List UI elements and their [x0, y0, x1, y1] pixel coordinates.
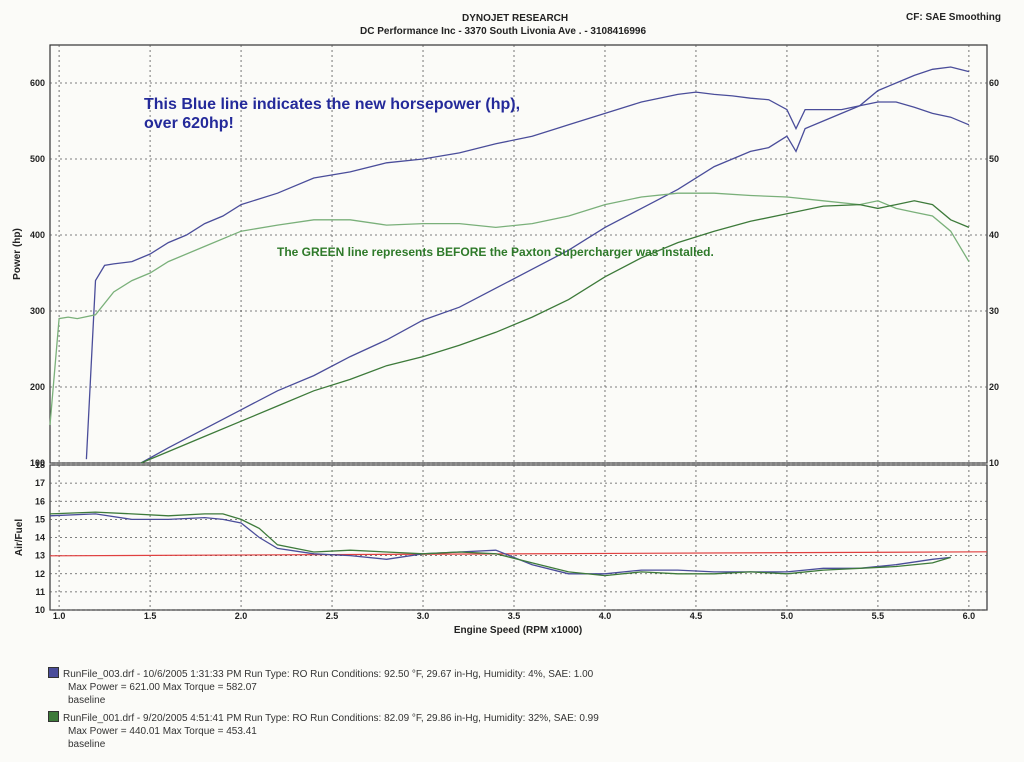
power-right-tick-label: 20	[989, 382, 999, 392]
afr-ytick-label: 18	[35, 460, 45, 470]
x-tick-label: 5.5	[872, 611, 885, 621]
afr-ytick-label: 15	[35, 514, 45, 524]
afr-ytick-label: 12	[35, 569, 45, 579]
power-ytick-label: 500	[30, 154, 45, 164]
blue-line-annotation-1: This Blue line indicates the new horsepo…	[144, 96, 521, 113]
power-ytick-label: 300	[30, 306, 45, 316]
power-ytick-label: 200	[30, 382, 45, 392]
report-subtitle: DC Performance Inc - 3370 South Livonia …	[360, 26, 647, 37]
power-series-blue-1	[140, 66, 970, 464]
legend-run-001-max: Max Power = 440.01 Max Torque = 453.41	[68, 726, 257, 737]
x-tick-label: 5.0	[781, 611, 794, 621]
legend-swatch-green	[48, 711, 59, 722]
power-ytick-label: 100	[30, 458, 45, 468]
afr-ytick-label: 11	[35, 587, 45, 597]
report-title: DYNOJET RESEARCH	[462, 13, 569, 24]
afr-y-axis-label: Air/Fuel	[14, 519, 25, 556]
blue-line-annotation-2: over 620hp!	[144, 115, 234, 132]
green-line-annotation: The GREEN line represents BEFORE the Pax…	[277, 245, 714, 259]
power-right-tick-label: 50	[989, 154, 999, 164]
power-right-tick-label: 60	[989, 78, 999, 88]
x-tick-label: 6.0	[963, 611, 976, 621]
x-tick-label: 3.5	[508, 611, 521, 621]
power-right-tick-label: 10	[989, 458, 999, 468]
x-tick-label: 4.5	[690, 611, 703, 621]
x-tick-label: 2.0	[235, 611, 248, 621]
x-axis-label: Engine Speed (RPM x1000)	[454, 625, 582, 636]
x-tick-label: 3.0	[417, 611, 430, 621]
power-series-green_light-2	[49, 192, 970, 426]
afr-ytick-label: 10	[35, 605, 45, 615]
afr-ytick-label: 14	[35, 533, 45, 543]
afr-ytick-label: 13	[35, 551, 45, 561]
afr-reference-line	[49, 551, 988, 557]
legend-run-003-max: Max Power = 621.00 Max Torque = 582.07	[68, 682, 257, 693]
legend-run-001: RunFile_001.drf - 9/20/2005 4:51:41 PM R…	[48, 711, 599, 751]
power-right-tick-label: 30	[989, 306, 999, 316]
legend-run-001-details: RunFile_001.drf - 9/20/2005 4:51:41 PM R…	[63, 713, 599, 724]
legend-run-003: RunFile_003.drf - 10/6/2005 1:31:33 PM R…	[48, 667, 593, 707]
legend-run-001-baseline: baseline	[68, 739, 106, 750]
power-series-green-3	[140, 200, 970, 464]
x-tick-label: 2.5	[326, 611, 339, 621]
legend-run-003-baseline: baseline	[68, 695, 106, 706]
power-right-tick-label: 40	[989, 230, 999, 240]
afr-ytick-label: 16	[35, 496, 45, 506]
legend-run-003-details: RunFile_003.drf - 10/6/2005 1:31:33 PM R…	[63, 669, 594, 680]
afr-series-blue-0	[49, 513, 951, 575]
x-tick-label: 4.0	[599, 611, 612, 621]
power-y-axis-label: Power (hp)	[12, 228, 23, 280]
legend-swatch-blue	[48, 667, 59, 678]
power-ytick-label: 600	[30, 78, 45, 88]
x-tick-label: 1.5	[144, 611, 157, 621]
power-plot-frame	[49, 44, 988, 464]
x-tick-label: 1.0	[53, 611, 66, 621]
correction-factor-label: CF: SAE Smoothing	[906, 12, 1001, 23]
afr-ytick-label: 17	[35, 478, 45, 488]
power-series-blue-0	[85, 91, 970, 460]
afr-series-green-1	[49, 511, 951, 577]
power-ytick-label: 400	[30, 230, 45, 240]
